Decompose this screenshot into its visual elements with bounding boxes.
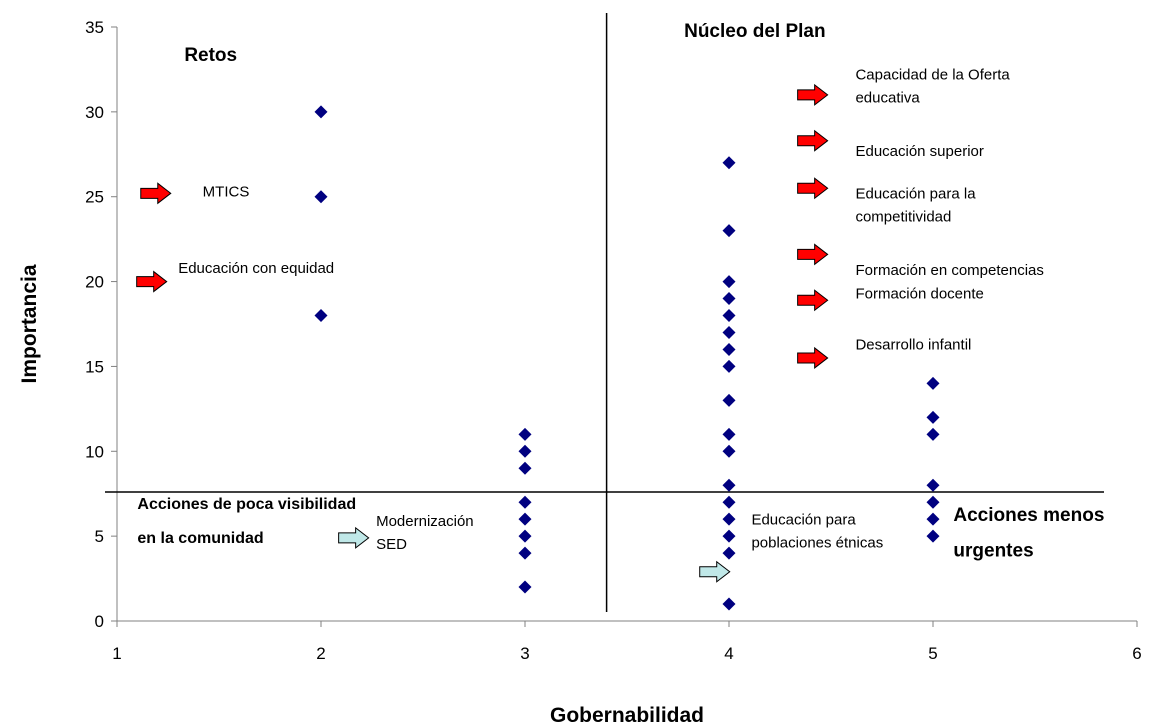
data-point	[722, 444, 736, 458]
annotation-arrow	[797, 83, 829, 106]
data-point	[926, 410, 940, 424]
x-tick-label: 4	[724, 644, 733, 663]
data-point	[722, 325, 736, 339]
annotation-label: competitividad	[855, 208, 951, 225]
quadrant-dividers	[105, 13, 1104, 612]
data-point	[722, 224, 736, 238]
data-point	[518, 512, 532, 526]
quadrant-label: Acciones de poca visibilidad	[137, 496, 356, 513]
annotation-label: Educación superior	[855, 143, 983, 160]
chart-labels: MTICS Educación con equidad Capacidad de l…	[137, 21, 1104, 561]
data-point	[722, 512, 736, 526]
y-tick-label: 20	[85, 273, 104, 292]
annotation-arrows	[136, 83, 829, 583]
quadrant-label: urgentes	[953, 541, 1033, 562]
data-point	[314, 309, 328, 323]
data-point	[722, 427, 736, 441]
data-point	[722, 495, 736, 509]
data-point	[518, 546, 532, 560]
x-tick-label: 3	[520, 644, 529, 663]
data-point	[518, 495, 532, 509]
data-point	[518, 461, 532, 475]
data-point	[722, 309, 736, 323]
annotation-arrow	[797, 346, 829, 369]
annotation-arrow	[699, 560, 731, 583]
data-points	[314, 105, 940, 611]
data-point	[926, 529, 940, 543]
data-point	[518, 427, 532, 441]
data-point	[722, 275, 736, 289]
annotation-arrow	[136, 270, 168, 293]
data-point	[926, 478, 940, 492]
data-point	[518, 580, 532, 594]
annotation-label: poblaciones étnicas	[751, 534, 883, 551]
quadrant-label: Retos	[184, 45, 237, 66]
annotation-label: Capacidad de la Oferta	[855, 67, 1010, 84]
annotation-arrow	[797, 289, 829, 312]
x-tick-label: 6	[1132, 644, 1141, 663]
data-point	[518, 444, 532, 458]
data-point	[722, 546, 736, 560]
data-point	[314, 105, 328, 119]
x-tick-label: 2	[316, 644, 325, 663]
data-point	[926, 495, 940, 509]
y-tick-label: 25	[85, 188, 104, 207]
quadrant-label: Acciones menos	[953, 505, 1104, 526]
data-point	[722, 359, 736, 373]
x-tick-label: 1	[112, 644, 121, 663]
y-tick-label: 35	[85, 18, 104, 37]
axes: 0 5 10 15 20 25 30 35 1 2 3 4 5 6	[85, 18, 1142, 663]
annotation-arrow	[797, 129, 829, 152]
annotation-arrow	[338, 526, 370, 549]
annotation-label: Educación para la	[855, 185, 976, 202]
data-point	[722, 393, 736, 407]
data-point	[722, 597, 736, 611]
y-tick-label: 0	[95, 612, 104, 631]
quadrant-label: Núcleo del Plan	[684, 21, 825, 42]
y-tick-label: 30	[85, 103, 104, 122]
data-point	[722, 478, 736, 492]
y-tick-label: 15	[85, 357, 104, 376]
data-point	[722, 156, 736, 170]
y-axis-title: Importancia	[18, 264, 41, 383]
annotation-label: SED	[376, 536, 407, 553]
x-tick-label: 5	[928, 644, 937, 663]
annotation-label: educativa	[855, 90, 920, 107]
annotation-arrow	[797, 177, 829, 200]
annotation-label: MTICS	[203, 184, 250, 201]
data-point	[722, 529, 736, 543]
data-point	[314, 190, 328, 204]
quadrant-label: en la comunidad	[137, 530, 263, 547]
y-tick-label: 10	[85, 442, 104, 461]
data-point	[926, 376, 940, 390]
annotation-label: Modernización	[376, 513, 474, 530]
data-point	[926, 427, 940, 441]
data-point	[518, 529, 532, 543]
annotation-arrow	[797, 243, 829, 266]
annotation-arrow	[140, 182, 172, 205]
annotation-label: Formación en competencias	[855, 262, 1043, 279]
data-point	[722, 292, 736, 306]
data-point	[926, 512, 940, 526]
annotation-label: Formación docente	[855, 286, 983, 303]
annotation-label: Educación para	[751, 511, 856, 528]
x-axis-title: Gobernabilidad	[550, 704, 704, 726]
y-tick-label: 5	[95, 527, 104, 546]
data-point	[722, 342, 736, 356]
annotation-label: Educación con equidad	[178, 260, 334, 277]
annotation-label: Desarrollo infantil	[855, 336, 971, 353]
